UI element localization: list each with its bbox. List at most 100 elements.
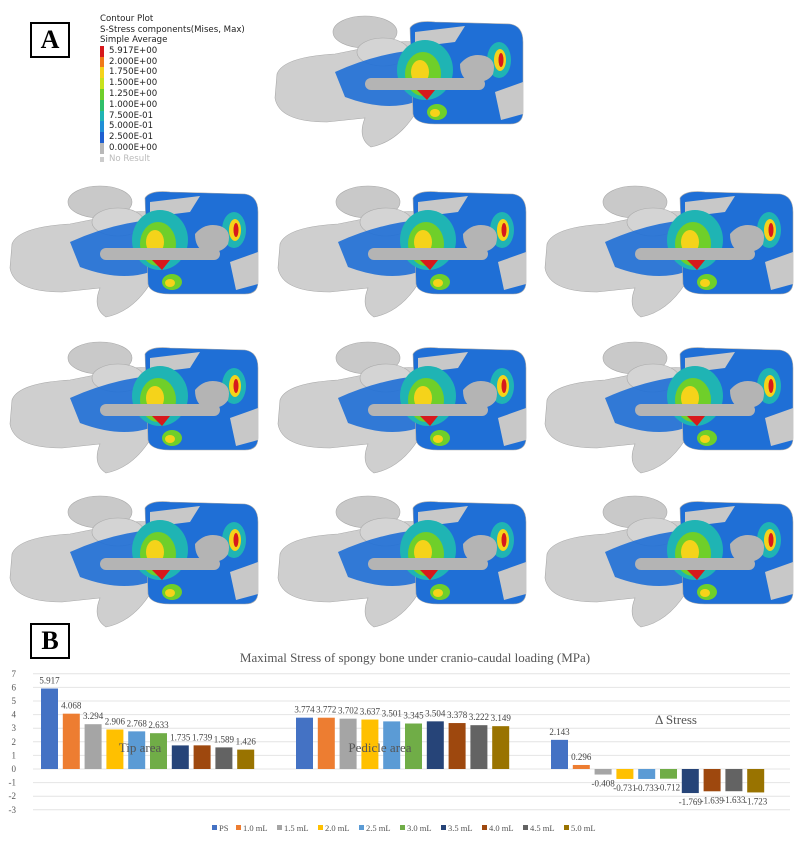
- legend-value: 5.917E+00: [109, 45, 158, 56]
- legend-level: 7.500E-01: [100, 110, 245, 122]
- data-label: 1.739: [192, 732, 213, 742]
- data-label: -0.731: [613, 783, 636, 793]
- bar-0-9: [237, 749, 255, 769]
- legend-entry: 3.0 mL: [407, 823, 432, 833]
- data-label: 3.774: [294, 705, 315, 715]
- legend-title-3: Simple Average: [100, 35, 168, 46]
- category-label: Δ Stress: [655, 712, 697, 727]
- data-label: -0.712: [657, 783, 680, 793]
- legend-swatch: [523, 825, 528, 830]
- legend-swatch: [359, 825, 364, 830]
- legend-value: 5.000E-01: [109, 121, 154, 132]
- bar-1-9: [492, 726, 510, 769]
- vertebra-stress-contour: [277, 185, 527, 318]
- legend-swatch: [236, 825, 241, 830]
- bar-1-1: [317, 717, 335, 769]
- vertebra-stress-contour: [9, 495, 259, 628]
- legend-title-2: S-Stress components(Mises, Max): [100, 24, 245, 35]
- legend-value: 1.750E+00: [109, 67, 158, 78]
- bar-2-5: [660, 769, 677, 779]
- legend-level: 0.000E+00: [100, 142, 245, 154]
- bar-0-7: [193, 745, 211, 769]
- bar-2-0: [551, 739, 568, 769]
- data-label: 1.426: [236, 737, 257, 747]
- legend-level: 2.000E+00: [100, 56, 245, 68]
- legend-level: 5.917E+00: [100, 45, 245, 57]
- bar-2-4: [638, 769, 656, 779]
- bar-0-6: [171, 745, 189, 769]
- data-label: 3.294: [83, 711, 104, 721]
- legend-value: 2.000E+00: [109, 56, 158, 67]
- legend-entry: 5.0 mL: [571, 823, 596, 833]
- legend-entry: 1.5 mL: [284, 823, 309, 833]
- y-tick-label: -1: [9, 778, 17, 788]
- legend-swatch: [100, 67, 104, 79]
- legend-swatch: [100, 99, 104, 111]
- panel-a-label: A: [30, 22, 70, 58]
- legend-level: 2.500E-01: [100, 132, 245, 143]
- legend-entry: 3.5 mL: [448, 823, 473, 833]
- vertebra-stress-contour: [274, 15, 524, 148]
- legend-swatch: [564, 825, 569, 830]
- y-tick-label: 3: [12, 723, 17, 733]
- bar-chart: Maximal Stress of spongy bone under cran…: [9, 650, 790, 833]
- legend-level: 1.000E+00: [100, 99, 245, 111]
- data-label: 2.633: [148, 720, 169, 730]
- bar-2-2: [594, 769, 612, 775]
- bar-1-3: [361, 719, 379, 769]
- fe-model-3-0-ml: [268, 328, 538, 488]
- legend-value: 0.000E+00: [109, 143, 158, 154]
- fe-model-2-5-ml: [0, 328, 270, 488]
- y-tick-label: 5: [12, 696, 17, 706]
- fe-model-3-5-ml: [535, 328, 800, 488]
- y-tick-label: 0: [12, 764, 17, 774]
- y-tick-label: 2: [12, 737, 17, 747]
- fe-model-1-0-ml: [0, 172, 270, 332]
- bar-0-5: [150, 733, 167, 769]
- data-label: 2.906: [105, 716, 126, 726]
- data-label: 3.702: [338, 706, 358, 716]
- data-label: -1.723: [744, 796, 768, 806]
- data-label: -1.769: [679, 797, 703, 807]
- legend-no-result: No Result: [109, 153, 150, 164]
- bar-0-3: [106, 729, 124, 769]
- y-tick-label: -3: [9, 805, 17, 815]
- legend-swatch: [100, 110, 104, 122]
- legend-swatch: [100, 56, 104, 68]
- legend-swatch: [100, 121, 104, 133]
- data-label: 1.589: [214, 734, 235, 744]
- legend-value: 7.500E-01: [109, 110, 154, 121]
- legend-entry: 4.0 mL: [489, 823, 514, 833]
- data-label: 3.222: [469, 712, 489, 722]
- fe-model-5-0-ml: [535, 482, 800, 642]
- bar-0-0: [41, 688, 58, 769]
- fe-model-2-0-ml: [535, 172, 800, 332]
- legend-swatch: [318, 825, 323, 830]
- category-label: Tip area: [119, 740, 162, 755]
- data-label: -0.408: [591, 779, 615, 789]
- legend-entry: PS: [219, 823, 229, 833]
- bar-2-8: [725, 769, 743, 792]
- data-label: 3.378: [447, 710, 468, 720]
- data-label: 4.068: [61, 701, 82, 711]
- vertebra-stress-contour: [9, 341, 259, 474]
- legend-entry: 1.0 mL: [243, 823, 268, 833]
- legend-swatch: [441, 825, 446, 830]
- legend-level: 1.250E+00: [100, 88, 245, 100]
- legend-entry: 2.5 mL: [366, 823, 391, 833]
- data-label: 2.768: [127, 718, 148, 728]
- bar-0-2: [84, 724, 102, 769]
- legend-swatch: [482, 825, 487, 830]
- y-tick-label: -2: [9, 791, 17, 801]
- fe-model-4-0-ml: [0, 482, 270, 642]
- bar-0-4: [128, 731, 146, 769]
- legend-swatch: [277, 825, 282, 830]
- y-tick-label: 7: [12, 669, 17, 679]
- y-tick-label: 1: [12, 750, 17, 760]
- vertebra-stress-contour: [544, 495, 794, 628]
- legend-value: 1.250E+00: [109, 89, 158, 100]
- data-label: 0.296: [571, 752, 592, 762]
- vertebra-stress-contour: [544, 185, 794, 318]
- bar-2-6: [681, 769, 699, 794]
- legend-level: 1.500E+00: [100, 78, 245, 89]
